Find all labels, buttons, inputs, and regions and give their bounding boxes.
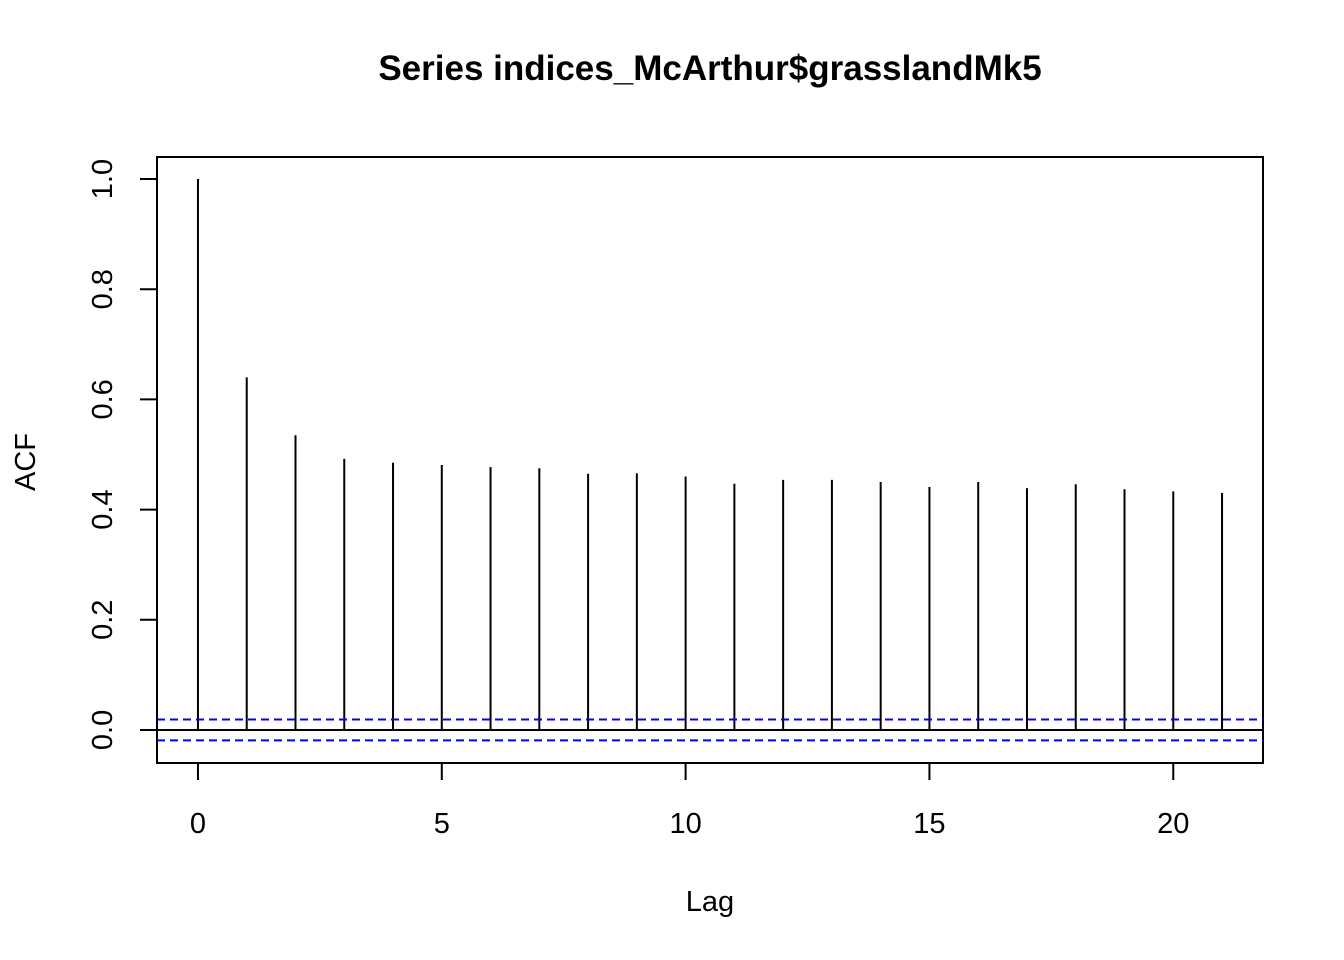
acf-bars (157, 179, 1263, 731)
y-tick-label: 1.0 (87, 159, 119, 199)
confidence-bounds (157, 718, 1263, 742)
y-axis: 0.0 0.2 0.4 0.6 0.8 1.0 (87, 159, 158, 750)
x-tick-label: 15 (913, 808, 945, 840)
x-tick-label: 10 (669, 808, 701, 840)
y-tick-label: 0.8 (87, 269, 119, 309)
x-axis-label: Lag (686, 886, 734, 918)
x-tick-label: 5 (434, 808, 450, 840)
chart-title: Series indices_McArthur$grasslandMk5 (378, 49, 1041, 88)
x-tick-label: 20 (1157, 808, 1189, 840)
y-tick-label: 0.6 (87, 379, 119, 419)
plot-frame (156, 156, 1264, 764)
y-tick-label: 0.2 (87, 600, 119, 640)
x-tick-label: 0 (190, 808, 206, 840)
y-axis-label: ACF (10, 433, 42, 491)
y-tick-label: 0.4 (87, 489, 119, 529)
x-axis: 0 5 10 15 20 (190, 762, 1189, 840)
y-tick-label: 0.0 (87, 710, 119, 750)
